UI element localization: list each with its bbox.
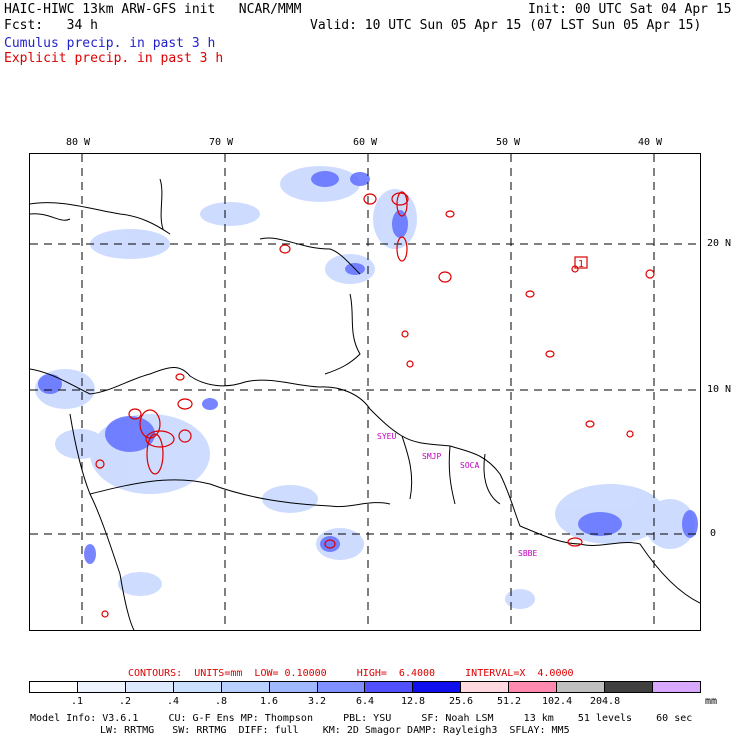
colorbar-tick-label: 6.4 [356, 696, 375, 707]
colorbar-tick-label: .4 [167, 696, 180, 707]
model-info-line1: Model Info: V3.6.1 CU: G-F Ens MP: Thomp… [30, 713, 693, 724]
lon-label-50w: 50 W [496, 137, 521, 148]
colorbar-tick-label: 102.4 [542, 696, 573, 707]
lon-label-80w: 80 W [66, 137, 91, 148]
lat-lon-grid [30, 154, 700, 630]
explicit-precip-contours [95, 191, 655, 618]
colorbar-tick-label: .1 [71, 696, 84, 707]
lon-label-70w: 70 W [209, 137, 234, 148]
colorbar-swatch [413, 682, 462, 692]
forecast-hour: Fcst: 34 h [4, 18, 98, 33]
colorbar-swatch [125, 682, 174, 692]
colorbar-tick-label: 51.2 [497, 696, 522, 707]
map-canvas [30, 154, 700, 630]
colorbar-swatch [461, 682, 510, 692]
colorbar-tick-label: .2 [119, 696, 132, 707]
valid-time: Valid: 10 UTC Sun 05 Apr 15 (07 LST Sun … [310, 18, 702, 33]
precip-map: 1 SYEU SMJP SOCA SBBE [29, 153, 701, 631]
colorbar-swatch [557, 682, 606, 692]
cumulus-precip-shading [35, 166, 695, 609]
colorbar-swatch [173, 682, 222, 692]
lat-label-10n: 10 N [707, 384, 732, 395]
lat-label-0: 0 [710, 528, 717, 539]
legend-cumulus: Cumulus precip. in past 3 h [4, 36, 216, 51]
city-label-smjp: SMJP [422, 452, 442, 461]
colorbar-swatch [269, 682, 318, 692]
colorbar-swatch [30, 682, 78, 692]
contour-info: CONTOURS: UNITS=mm LOW= 0.10000 HIGH= 6.… [128, 668, 574, 679]
contour-label: 1 [578, 259, 585, 270]
model-info-line2: LW: RRTMG SW: RRTMG DIFF: full KM: 2D Sm… [100, 725, 570, 736]
city-label-sbbe: SBBE [518, 549, 538, 558]
colorbar-tick-label: .8 [215, 696, 228, 707]
colorbar-swatch [652, 682, 700, 692]
colorbar-units: mm [705, 696, 718, 707]
city-label-syeu: SYEU [377, 432, 397, 441]
city-label-soca: SOCA [460, 461, 480, 470]
coastlines [30, 178, 700, 630]
colorbar-tick-label: 204.8 [590, 696, 621, 707]
colorbar-tick-label: 12.8 [401, 696, 426, 707]
lat-label-20n: 20 N [707, 238, 732, 249]
colorbar-tick-label: 25.6 [449, 696, 474, 707]
legend-explicit: Explicit precip. in past 3 h [4, 51, 224, 66]
colorbar-tick-label: 1.6 [260, 696, 279, 707]
init-time: Init: 00 UTC Sat 04 Apr 15 [528, 2, 732, 17]
colorbar-tick-label: 3.2 [308, 696, 327, 707]
colorbar-swatch [77, 682, 126, 692]
colorbar-swatch [221, 682, 270, 692]
colorbar-swatch [365, 682, 414, 692]
plot-title: HAIC-HIWC 13km ARW-GFS init NCAR/MMM [4, 2, 302, 17]
lon-label-40w: 40 W [638, 137, 663, 148]
cumulus-precip-heavy [38, 171, 698, 564]
colorbar-swatch [605, 682, 653, 692]
lon-label-60w: 60 W [353, 137, 378, 148]
colorbar-swatch [317, 682, 366, 692]
colorbar-swatch [509, 682, 558, 692]
precip-colorbar [29, 681, 701, 693]
